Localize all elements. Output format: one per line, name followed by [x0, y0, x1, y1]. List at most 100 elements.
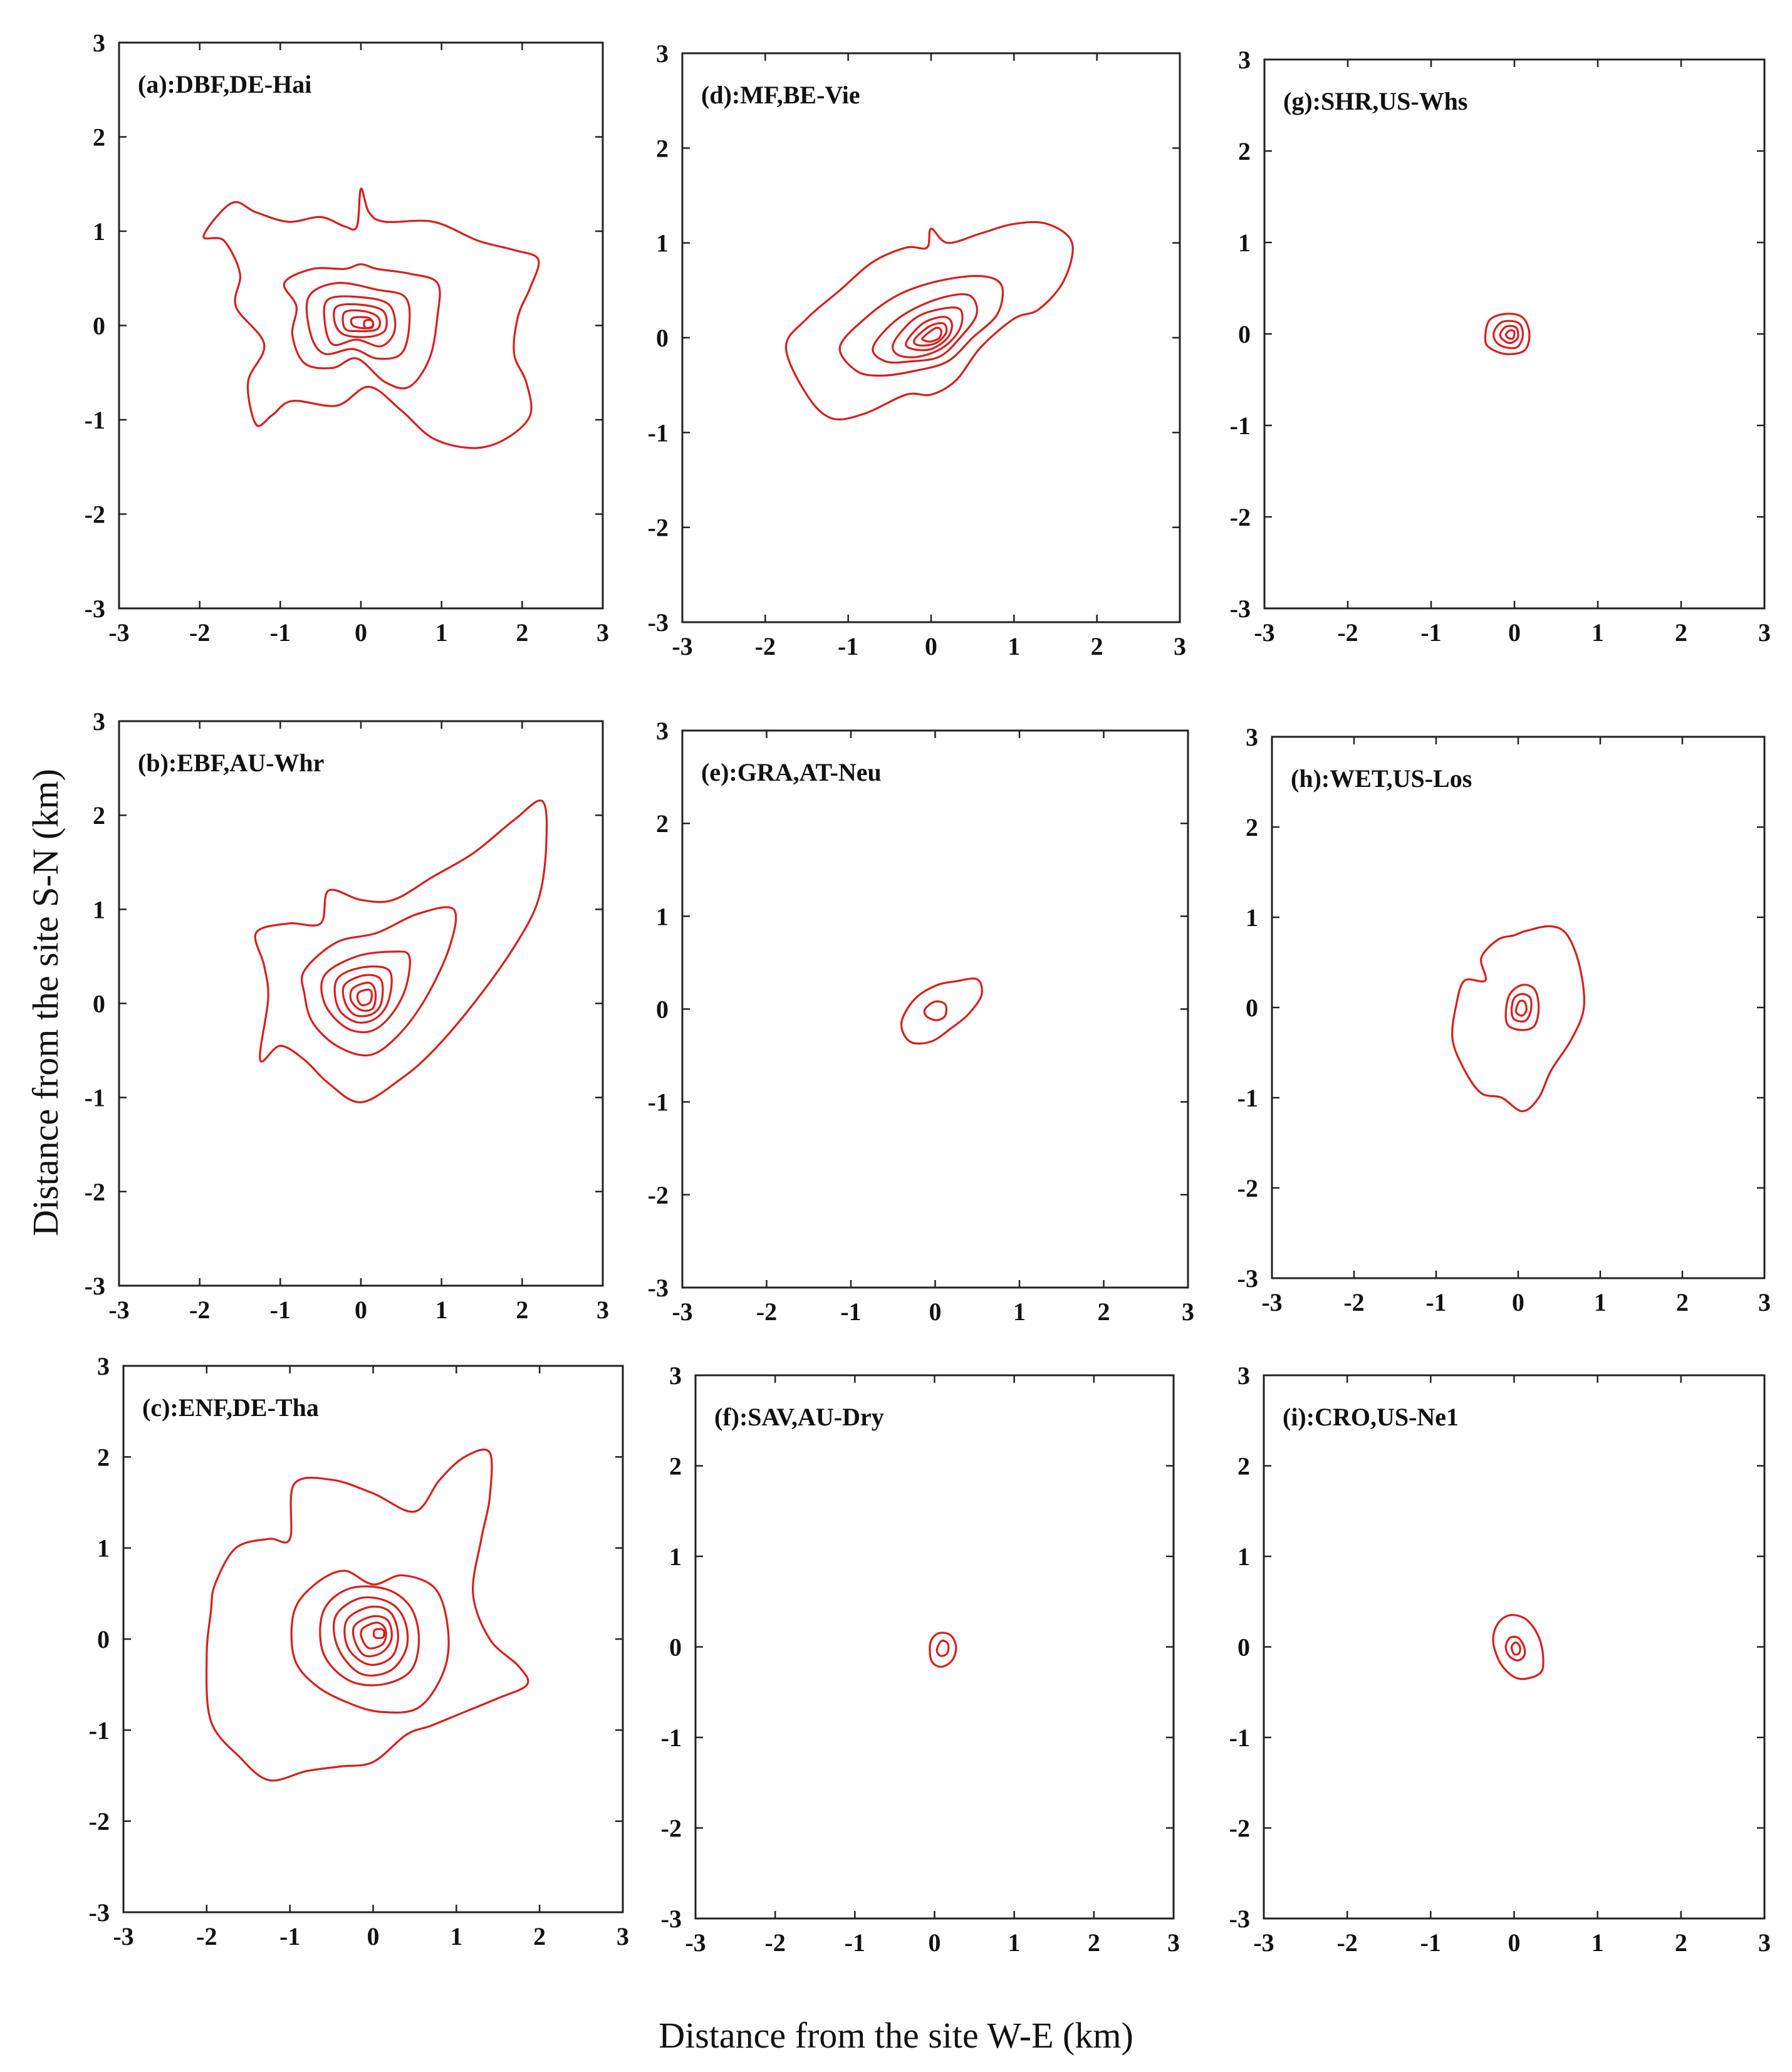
x-tick-label: 2 — [1098, 1298, 1110, 1326]
panel-b: -3 -2 -1 0 1 2 3 -3 -2 -1 0 1 2 3 (b):EBF,AU-Whr — [85, 707, 609, 1324]
x-tick-label: 1 — [435, 618, 448, 647]
panel-title: (b):EBF,AU-Whr — [138, 749, 324, 777]
y-tick-label: 3 — [1246, 723, 1258, 751]
y-tick-label: 1 — [97, 1534, 110, 1563]
footprint-contour — [892, 306, 964, 358]
x-tick-label: 3 — [1174, 632, 1186, 660]
y-axis-label: Distance from the site S-N (km) — [25, 769, 66, 1236]
footprint-contour — [343, 1605, 399, 1666]
x-tick-label: 3 — [617, 1922, 629, 1950]
panel-title: (d):MF,BE-Vie — [701, 81, 860, 109]
x-tick-label: -3 — [1254, 618, 1274, 647]
y-tick-label: 2 — [97, 1443, 110, 1471]
panel-frame — [681, 52, 1181, 623]
x-tick-label: -1 — [270, 1296, 291, 1324]
x-tick-label: -2 — [189, 618, 210, 647]
x-tick-label: 2 — [516, 1296, 528, 1324]
x-tick-label: 3 — [596, 618, 609, 647]
y-tick-label: 1 — [669, 1543, 682, 1571]
y-tick-label: -1 — [648, 1088, 669, 1117]
y-tick-label: 1 — [93, 895, 105, 924]
y-tick-label: -1 — [661, 1724, 682, 1752]
x-tick-label: 0 — [929, 1929, 941, 1957]
y-tick-label: 2 — [1246, 813, 1258, 841]
footprint-contour — [341, 309, 382, 333]
panel-a: -3 -2 -1 0 1 2 3 -3 -2 -1 0 1 2 3 (a):DBF,DE-Hai — [85, 29, 609, 647]
y-tick-label: 1 — [656, 229, 669, 258]
panel-d: -3 -2 -1 0 1 2 3 -3 -2 -1 0 1 2 3 (d):MF,BE-Vie — [648, 39, 1186, 660]
y-tick-label: 0 — [1246, 994, 1258, 1022]
y-tick-label: -1 — [1229, 1724, 1250, 1752]
y-tick-label: 2 — [656, 810, 669, 838]
footprint-contour — [356, 988, 373, 1007]
x-tick-label: -1 — [845, 1929, 865, 1957]
x-tick-label: 2 — [1676, 1288, 1689, 1316]
x-tick-label: -3 — [1253, 1929, 1274, 1957]
x-tick-label: 1 — [1591, 1929, 1604, 1957]
footprint-contour — [305, 281, 411, 360]
y-tick-label: 2 — [93, 801, 105, 830]
panel-frame — [118, 41, 604, 610]
footprint-contour — [320, 950, 411, 1034]
x-axis-label: Distance from the site W-E (km) — [659, 2015, 1133, 2056]
footprint-contour — [1504, 329, 1516, 340]
x-tick-label: 1 — [435, 1296, 448, 1324]
y-tick-label: 1 — [1246, 903, 1258, 932]
x-tick-label: -1 — [840, 1298, 861, 1326]
x-tick-label: 3 — [1758, 1288, 1771, 1316]
x-tick-label: -3 — [113, 1922, 133, 1950]
x-tick-label: 1 — [1013, 1298, 1026, 1326]
x-tick-label: 2 — [533, 1922, 546, 1950]
y-tick-label: 3 — [97, 1352, 110, 1380]
footprint-contour — [372, 1628, 385, 1640]
y-tick-label: 1 — [93, 217, 105, 246]
y-tick-label: 1 — [656, 902, 669, 930]
y-tick-label: -3 — [648, 1274, 669, 1302]
y-tick-label: 3 — [93, 707, 105, 736]
footprint-contour — [254, 799, 548, 1103]
x-tick-label: 0 — [1508, 1929, 1521, 1957]
y-tick-label: 2 — [1237, 1452, 1250, 1481]
x-tick-label: 0 — [355, 1296, 367, 1324]
footprint-contour — [323, 295, 397, 348]
y-tick-label: 0 — [93, 990, 105, 1018]
y-tick-label: -1 — [89, 1716, 110, 1744]
panel-h: -3 -2 -1 0 1 2 3 -3 -2 -1 0 1 2 3 (h):WET,US-Los — [1237, 723, 1771, 1316]
x-tick-label: -1 — [279, 1922, 300, 1950]
y-tick-label: -3 — [85, 1272, 105, 1300]
footprint-contour — [301, 906, 457, 1057]
y-tick-label: -2 — [1237, 1174, 1258, 1202]
footprint-contour — [1499, 325, 1519, 345]
y-tick-label: 3 — [1238, 46, 1251, 74]
x-tick-label: -3 — [685, 1929, 706, 1957]
footprint-contour — [912, 322, 948, 347]
y-tick-label: 0 — [1237, 1633, 1250, 1662]
y-tick-label: 3 — [1237, 1361, 1250, 1390]
footprint-contour — [332, 1596, 409, 1677]
footprint-contour — [1492, 1614, 1545, 1680]
y-tick-label: -3 — [1230, 595, 1251, 623]
y-tick-label: -3 — [1237, 1264, 1258, 1293]
x-tick-label: -1 — [1420, 618, 1441, 647]
footprint-contour — [923, 1000, 948, 1021]
x-tick-label: -3 — [672, 1298, 692, 1326]
x-tick-label: 0 — [367, 1922, 380, 1950]
y-tick-label: -2 — [85, 1178, 105, 1206]
x-tick-label: -3 — [108, 618, 129, 647]
footprint-contour — [1510, 1641, 1521, 1656]
x-tick-label: -3 — [108, 1296, 129, 1324]
panel-frame — [1263, 1374, 1766, 1920]
x-tick-label: 0 — [925, 632, 937, 660]
footprint-contour — [784, 221, 1074, 421]
x-tick-label: 1 — [1594, 1288, 1607, 1316]
x-tick-label: 0 — [355, 618, 367, 647]
x-tick-label: 2 — [1088, 1929, 1100, 1957]
x-tick-label: 3 — [1182, 1298, 1194, 1326]
panel-i: -3 -2 -1 0 1 2 3 -3 -2 -1 0 1 2 3 (i):CRO,US-Ne1 — [1229, 1361, 1771, 1957]
panel-e: -3 -2 -1 0 1 2 3 -3 -2 -1 0 1 2 3 (e):GRA,AT-Neu — [648, 717, 1194, 1326]
footprint-contour — [1510, 992, 1533, 1023]
x-tick-label: 2 — [1675, 1929, 1687, 1957]
footprint-contour — [205, 1449, 529, 1782]
x-tick-label: -2 — [1337, 1929, 1358, 1957]
panel-title: (a):DBF,DE-Hai — [138, 70, 311, 98]
